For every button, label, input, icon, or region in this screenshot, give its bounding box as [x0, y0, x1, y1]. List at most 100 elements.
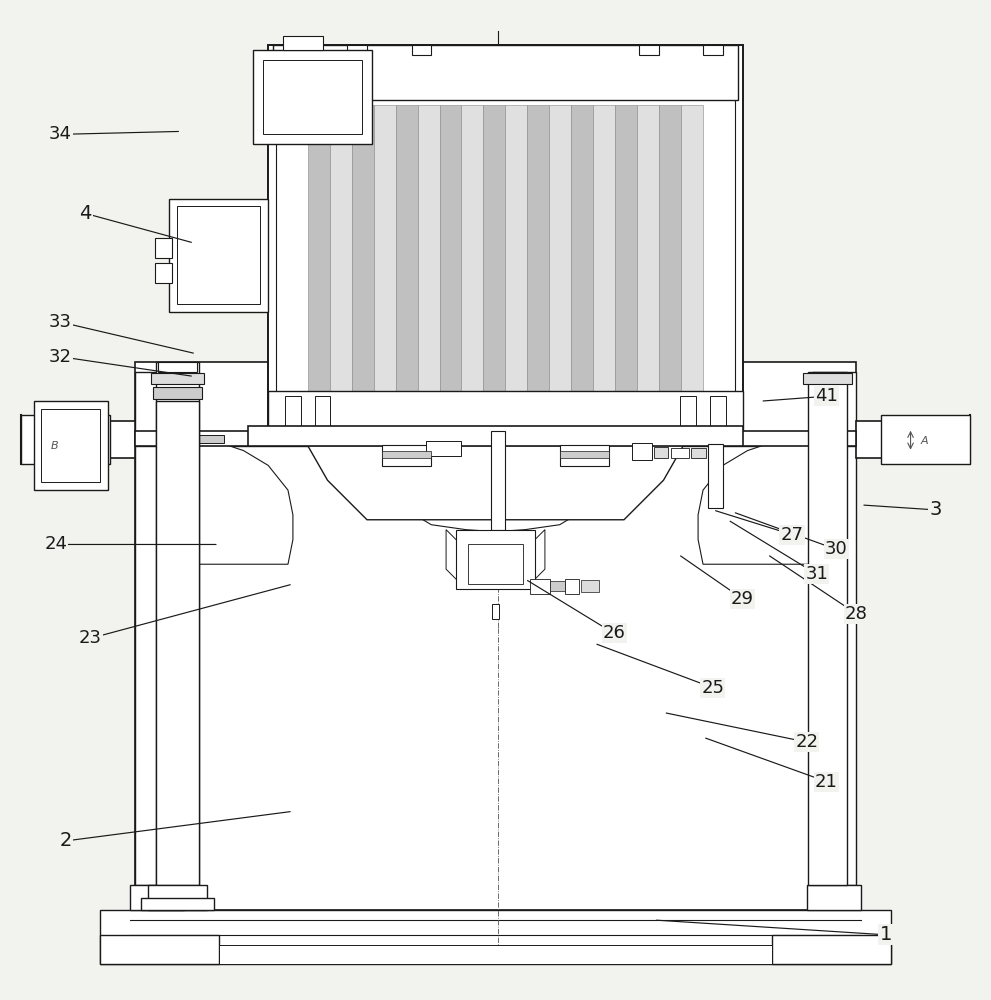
Bar	[34, 401, 108, 490]
Bar	[352, 105, 374, 421]
Bar	[681, 105, 703, 421]
Bar	[639, 45, 659, 55]
Bar	[153, 387, 202, 399]
Text: 23: 23	[79, 629, 102, 647]
Bar	[812, 372, 856, 885]
Bar	[177, 206, 261, 304]
Bar	[417, 105, 439, 421]
Bar	[439, 105, 462, 421]
Bar	[21, 421, 135, 458]
Bar	[169, 199, 269, 312]
Bar	[411, 45, 431, 55]
Bar	[549, 105, 571, 421]
Text: 29: 29	[731, 590, 754, 608]
Bar	[571, 105, 594, 421]
Polygon shape	[698, 436, 826, 564]
Bar	[672, 448, 689, 458]
Bar	[637, 105, 659, 421]
Bar	[708, 444, 722, 508]
Bar	[308, 105, 330, 421]
Bar	[491, 431, 505, 530]
Text: 21: 21	[816, 773, 838, 791]
Text: 1: 1	[880, 925, 892, 944]
Text: 4: 4	[79, 204, 91, 223]
Text: 28: 28	[844, 605, 868, 623]
Bar	[374, 105, 395, 421]
Bar	[315, 396, 330, 426]
Bar	[456, 530, 535, 589]
Text: 33: 33	[50, 313, 72, 331]
Text: 34: 34	[50, 125, 72, 143]
Text: 25: 25	[702, 679, 724, 697]
Text: 3: 3	[930, 500, 941, 519]
Bar	[505, 105, 527, 421]
Bar	[484, 105, 505, 421]
Bar	[803, 373, 852, 384]
Bar	[158, 362, 197, 372]
Bar	[347, 45, 367, 55]
Bar	[156, 401, 199, 885]
Bar	[382, 445, 431, 466]
Bar	[462, 105, 484, 421]
Bar	[249, 426, 742, 446]
Bar	[330, 105, 352, 421]
Bar	[141, 898, 214, 910]
Bar	[560, 451, 609, 458]
Bar	[649, 435, 664, 443]
Bar	[632, 443, 652, 460]
Bar	[283, 36, 322, 50]
Bar	[594, 105, 615, 421]
Bar	[527, 105, 549, 421]
Bar	[881, 415, 970, 464]
Bar	[100, 910, 891, 964]
Bar	[264, 60, 362, 134]
Bar	[856, 421, 970, 458]
Bar	[807, 885, 861, 910]
Bar	[100, 935, 219, 964]
Bar	[318, 435, 332, 443]
Bar	[285, 396, 301, 426]
Text: 32: 32	[50, 348, 72, 366]
Bar	[130, 885, 184, 910]
Bar	[560, 445, 609, 466]
Bar	[468, 544, 523, 584]
Polygon shape	[382, 441, 609, 532]
Bar	[21, 415, 110, 464]
Bar	[254, 50, 372, 144]
Text: 26: 26	[603, 624, 625, 642]
Bar	[151, 373, 204, 384]
Bar	[550, 581, 565, 591]
Text: 31: 31	[806, 565, 828, 583]
Bar	[654, 447, 669, 458]
Bar	[492, 604, 499, 619]
Bar	[41, 409, 100, 482]
Bar	[426, 441, 461, 456]
Bar	[808, 372, 847, 885]
Polygon shape	[165, 436, 293, 564]
Bar	[382, 451, 431, 458]
Polygon shape	[308, 446, 683, 520]
Bar	[615, 105, 637, 421]
Bar	[582, 580, 600, 592]
Bar	[148, 885, 207, 910]
Bar	[274, 45, 737, 100]
Bar	[155, 263, 172, 283]
Bar	[710, 396, 725, 426]
Bar	[269, 45, 742, 431]
Bar	[659, 105, 681, 421]
Polygon shape	[446, 530, 545, 589]
Bar	[680, 396, 696, 426]
Text: 41: 41	[816, 387, 838, 405]
Bar	[269, 391, 742, 431]
Bar	[772, 935, 891, 964]
Text: 22: 22	[796, 733, 819, 751]
Text: 2: 2	[59, 831, 71, 850]
Text: B: B	[52, 441, 58, 451]
Bar	[703, 45, 722, 55]
Bar	[219, 945, 772, 964]
Bar	[135, 372, 179, 885]
Bar	[155, 238, 172, 258]
Bar	[276, 92, 734, 423]
Bar	[194, 435, 224, 443]
Text: 27: 27	[781, 526, 804, 544]
